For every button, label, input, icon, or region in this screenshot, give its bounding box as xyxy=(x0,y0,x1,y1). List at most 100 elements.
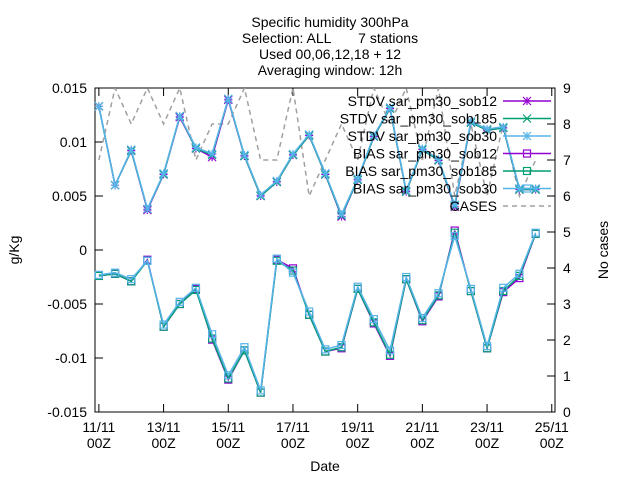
marker-shape xyxy=(353,282,362,291)
legend-label: BIAS sar_pm30_sob30 xyxy=(353,181,497,197)
marker-shape xyxy=(321,345,330,354)
marker xyxy=(94,270,103,279)
marker xyxy=(110,268,120,277)
y-tick-label: -0.01 xyxy=(55,350,87,366)
marker xyxy=(417,144,427,153)
x-tick-label: 25/11 00Z xyxy=(535,419,569,451)
marker-shape xyxy=(159,320,168,329)
y2-tick-label: 2 xyxy=(563,332,571,348)
y-tick-label: 0.01 xyxy=(60,134,87,150)
x-tick-label: 19/11 00Z xyxy=(341,419,375,451)
marker-shape xyxy=(450,200,459,209)
marker xyxy=(191,142,201,152)
marker xyxy=(240,150,249,160)
marker xyxy=(256,386,265,395)
marker-shape xyxy=(240,343,249,352)
marker xyxy=(305,307,314,316)
marker-shape xyxy=(224,94,233,103)
x-tick-label: 21/11 00Z xyxy=(405,419,439,451)
marker-shape xyxy=(515,269,524,278)
marker xyxy=(531,228,540,237)
marker-shape xyxy=(288,149,297,158)
marker-shape xyxy=(110,268,120,277)
marker xyxy=(159,168,169,178)
legend-label: BIAS sar_pm30_sob12 xyxy=(353,146,497,162)
marker xyxy=(385,103,395,112)
legend-label: CASES xyxy=(450,198,497,214)
marker-shape xyxy=(256,386,265,395)
marker-shape xyxy=(522,114,532,123)
marker xyxy=(522,131,532,141)
marker-shape xyxy=(531,228,540,237)
x-tick-label: 17/11 00Z xyxy=(276,419,310,451)
chart-subtitle: Used 00,06,12,18 + 12 xyxy=(259,46,401,62)
marker-shape xyxy=(402,272,411,282)
y2-tick-label: 7 xyxy=(563,152,571,168)
marker xyxy=(240,343,249,352)
marker-shape xyxy=(305,130,314,139)
plot-border xyxy=(94,87,556,413)
chart-subtitle: Averaging window: 12h xyxy=(258,62,403,78)
marker xyxy=(208,330,217,339)
marker xyxy=(434,289,443,298)
marker xyxy=(207,149,217,159)
y-tick-label: -0.015 xyxy=(47,404,87,420)
marker xyxy=(418,313,427,323)
marker-shape xyxy=(522,184,532,193)
marker-shape xyxy=(191,283,201,292)
marker-shape xyxy=(191,143,200,152)
marker-shape xyxy=(523,132,531,140)
y2-tick-label: 4 xyxy=(563,260,571,276)
legend-label: BIAS sar_pm30_sob185 xyxy=(345,163,497,179)
marker xyxy=(522,184,532,193)
x-tick-label: 11/11 00Z xyxy=(82,419,115,451)
marker xyxy=(401,186,411,196)
legend-label: STDV sar_pm30_sob30 xyxy=(348,128,498,144)
marker xyxy=(272,254,281,263)
marker-shape xyxy=(466,284,475,293)
marker-shape xyxy=(175,112,184,121)
y2-tick-label: 3 xyxy=(563,296,571,312)
marker-shape xyxy=(386,103,395,112)
marker xyxy=(450,231,459,241)
marker xyxy=(515,269,524,278)
legend-label: STDV sar_pm30_sob185 xyxy=(340,111,497,127)
marker-shape xyxy=(522,149,532,158)
marker-shape xyxy=(208,330,217,339)
y2-tick-label: 6 xyxy=(563,188,571,204)
x-axis-label: Date xyxy=(310,458,340,474)
marker xyxy=(224,371,233,380)
marker xyxy=(127,275,136,284)
marker-shape xyxy=(111,181,120,190)
marker-shape xyxy=(523,97,531,105)
marker-shape xyxy=(240,150,249,159)
marker-shape xyxy=(434,155,443,164)
marker-shape xyxy=(256,190,265,199)
series-line xyxy=(98,232,537,391)
series-line xyxy=(98,96,536,217)
marker-shape xyxy=(353,174,362,183)
marker xyxy=(385,346,395,355)
marker xyxy=(482,124,492,134)
marker-shape xyxy=(482,342,492,351)
chart-subtitle: Selection: ALL 7 stations xyxy=(242,30,418,46)
marker xyxy=(522,149,532,158)
marker-shape xyxy=(369,131,378,140)
marker xyxy=(175,297,184,306)
marker-shape xyxy=(143,204,152,213)
marker-shape xyxy=(450,231,459,241)
y2-axis-label: No cases xyxy=(595,221,611,279)
y2-tick-label: 1 xyxy=(563,368,571,384)
y-tick-label: 0.005 xyxy=(52,188,87,204)
marker-shape xyxy=(272,254,281,263)
chart-title: Specific humidity 300hPa xyxy=(251,14,408,30)
marker-shape xyxy=(94,102,103,111)
marker-shape xyxy=(466,117,475,126)
marker-shape xyxy=(483,125,492,134)
marker xyxy=(320,168,330,178)
marker-shape xyxy=(402,186,411,195)
marker-shape xyxy=(385,346,395,355)
marker-shape xyxy=(175,297,184,306)
x-tick-label: 13/11 00Z xyxy=(147,419,181,451)
marker xyxy=(191,283,201,292)
